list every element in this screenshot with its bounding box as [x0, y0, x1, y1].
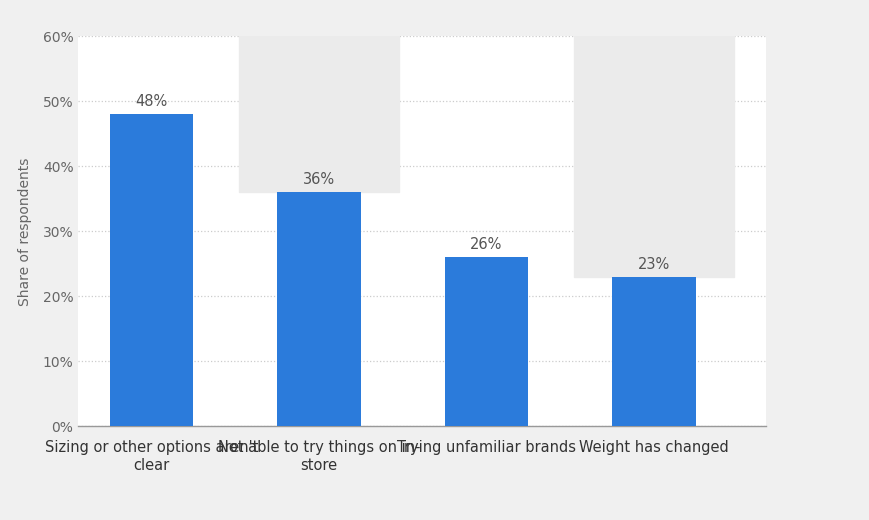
Bar [573, 36, 733, 277]
Bar [109, 114, 193, 426]
Y-axis label: Share of respondents: Share of respondents [17, 157, 31, 306]
Bar [612, 277, 695, 426]
Bar [238, 36, 399, 192]
Text: 36%: 36% [302, 172, 335, 187]
Bar [276, 192, 361, 426]
Bar [444, 257, 527, 426]
Text: 26%: 26% [470, 237, 502, 252]
Text: 48%: 48% [136, 94, 168, 109]
Text: 23%: 23% [637, 257, 669, 271]
